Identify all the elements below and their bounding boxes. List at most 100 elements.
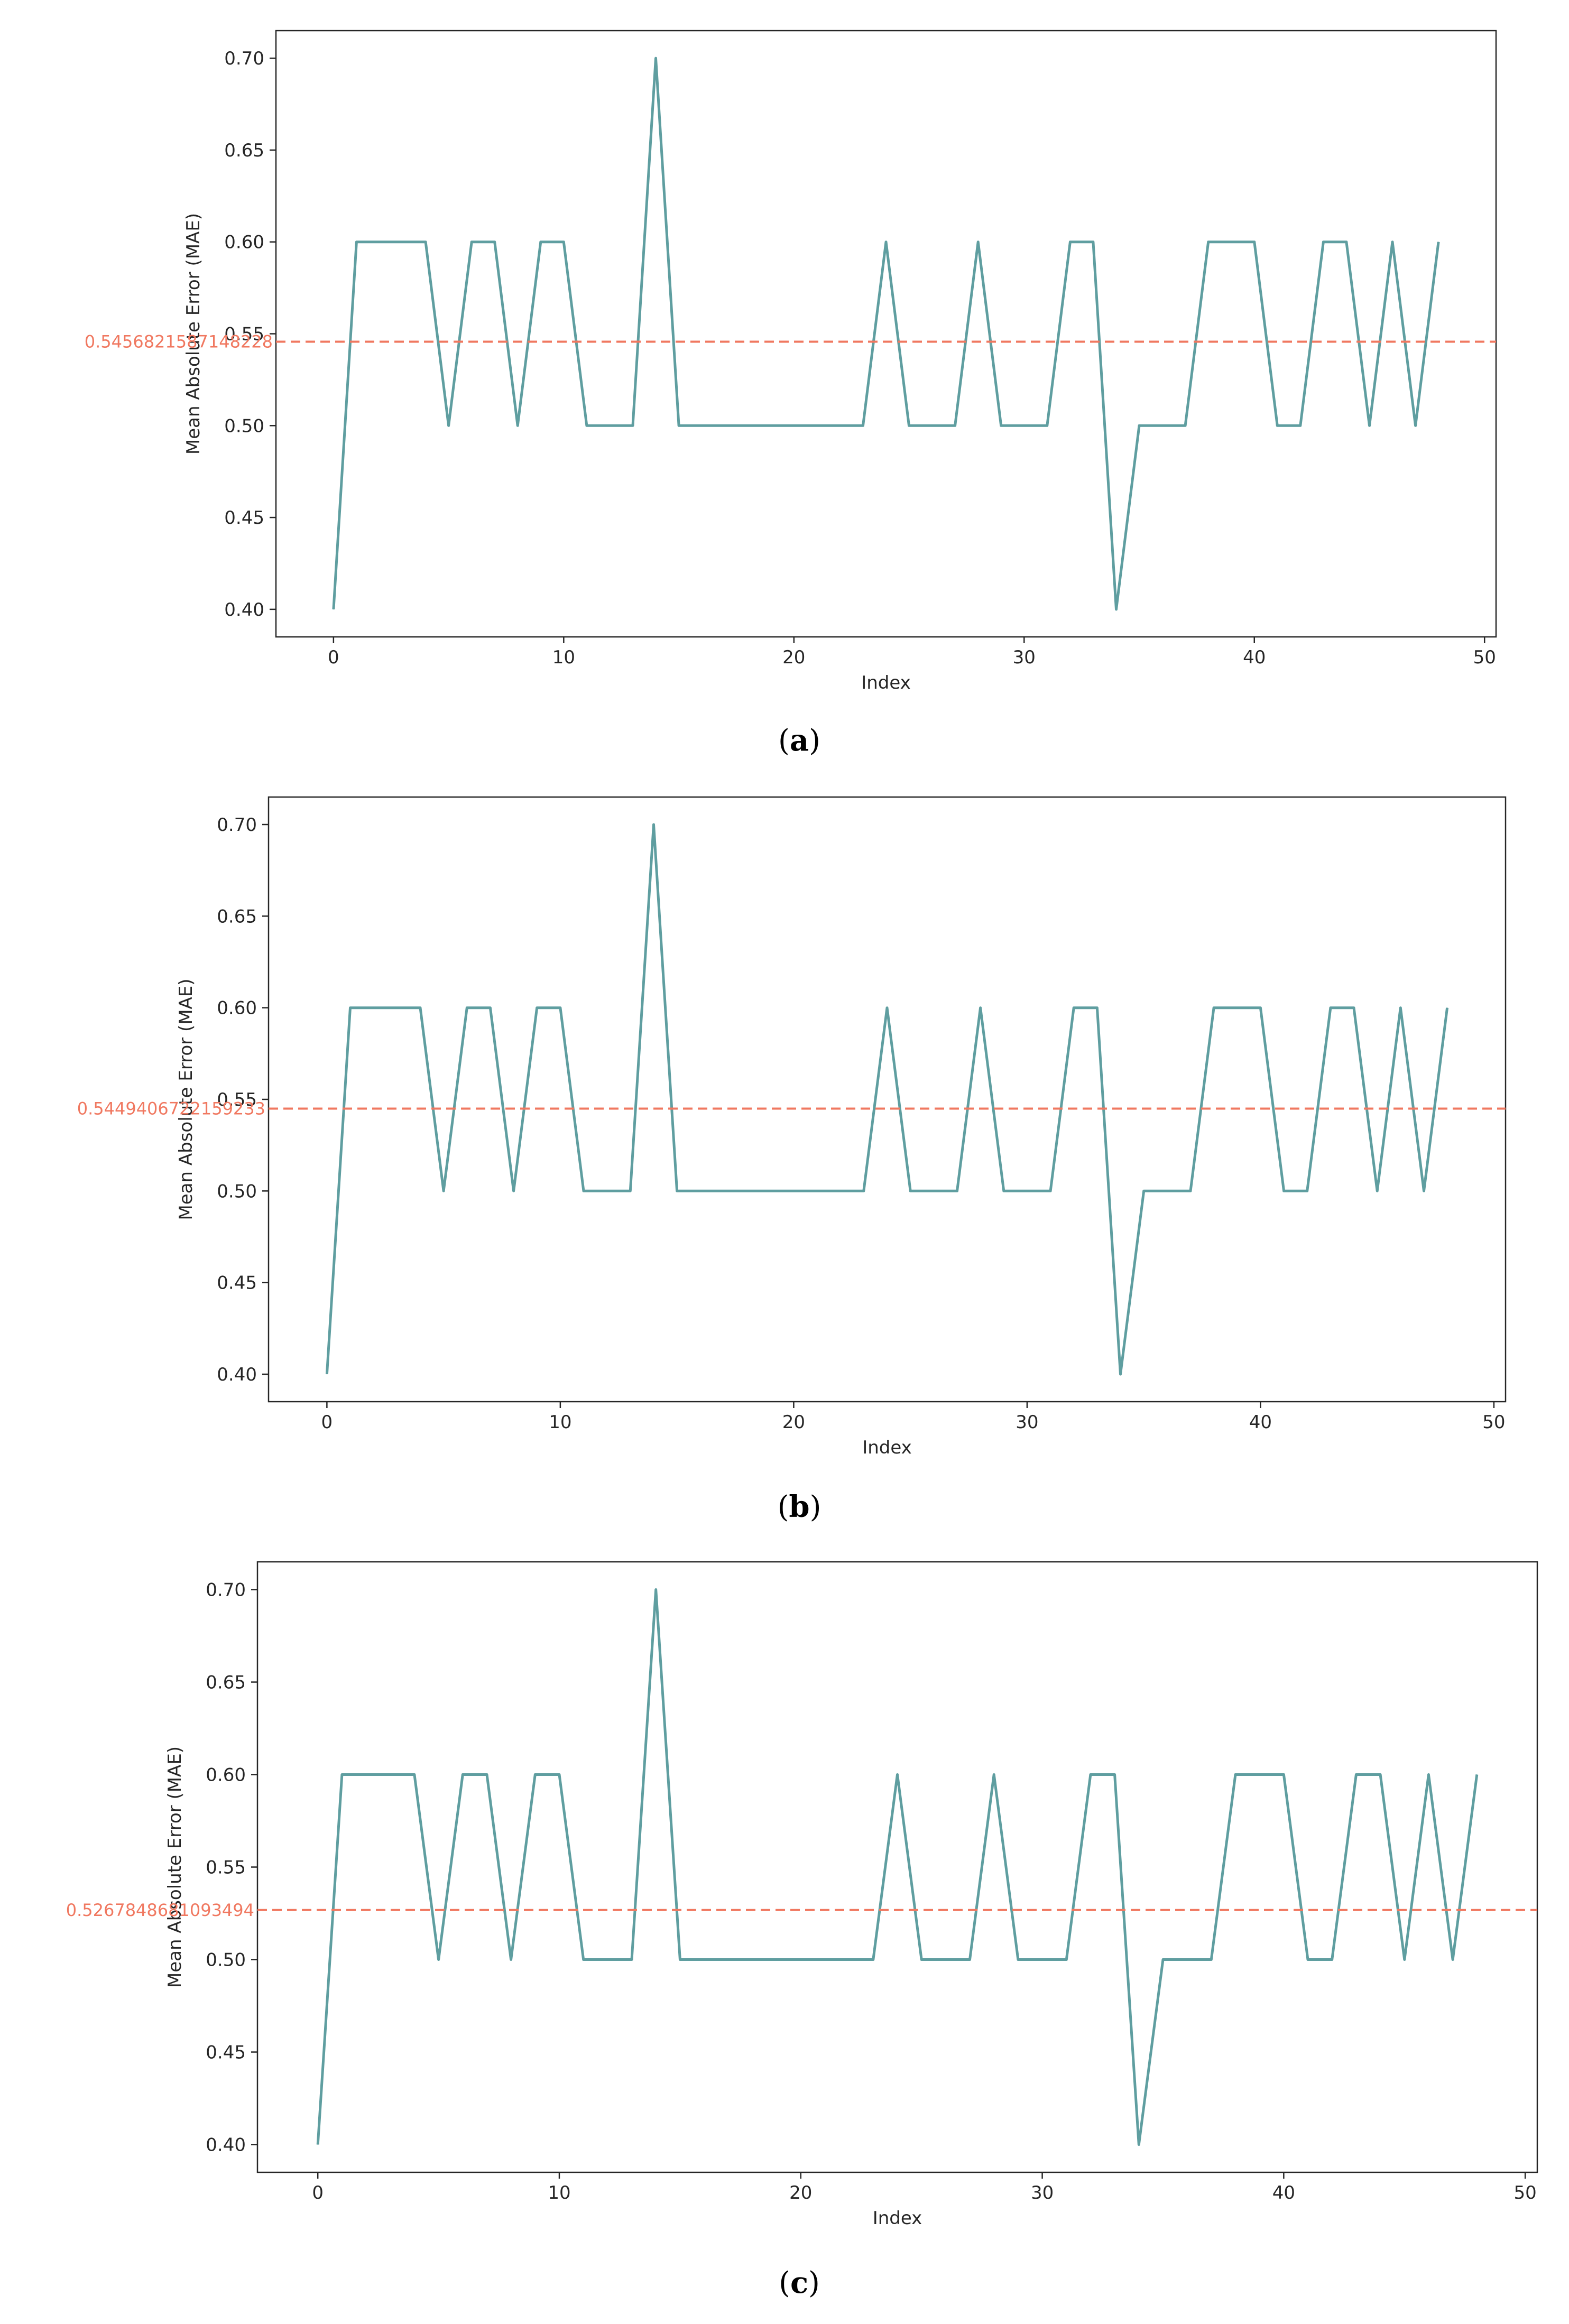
data-point [1476, 1774, 1478, 1775]
caption-letter: c [790, 2265, 808, 2300]
y-tick-label: 0.70 [206, 1580, 246, 1601]
data-point [1260, 1007, 1261, 1008]
x-tick-label: 40 [1243, 647, 1266, 668]
data-point [980, 1007, 981, 1008]
mean-reference-label: 0.5267848681093494 [66, 1900, 254, 1920]
y-tick-label: 0.65 [206, 1672, 246, 1693]
y-tick-label: 0.65 [217, 906, 257, 927]
y-tick-label: 0.65 [224, 140, 264, 161]
data-point [1277, 425, 1278, 426]
data-point [747, 425, 749, 426]
data-point [583, 1959, 584, 1960]
caption-close-paren: ) [808, 2266, 820, 2300]
x-tick-label: 0 [328, 647, 339, 668]
data-point [490, 1007, 491, 1008]
data-point [793, 425, 795, 426]
y-tick-label: 0.45 [224, 507, 264, 529]
data-point [1400, 1007, 1401, 1008]
x-tick-label: 40 [1272, 2182, 1295, 2203]
data-point [1369, 425, 1370, 426]
data-point [448, 425, 449, 426]
data-point [1162, 1959, 1164, 1960]
data-point [921, 1959, 922, 1960]
data-point [945, 1959, 946, 1960]
y-tick-label: 0.40 [224, 599, 264, 621]
x-tick-label: 30 [1016, 1412, 1038, 1433]
data-point [1330, 1007, 1331, 1008]
y-tick-label: 0.40 [206, 2135, 246, 2156]
data-point [848, 1959, 850, 1960]
x-tick-label: 0 [321, 1412, 333, 1433]
x-axis-label: Index [862, 1437, 912, 1458]
data-point [1120, 1374, 1121, 1375]
mean-reference-label: 0.5449406722159233 [77, 1099, 265, 1119]
data-point [607, 1959, 608, 1960]
data-point [1066, 1959, 1067, 1960]
caption-open-paren: ( [778, 1490, 789, 1524]
y-tick-label: 0.50 [217, 1181, 257, 1202]
panel-caption: (c) [779, 2265, 820, 2300]
caption-open-paren: ( [779, 2266, 790, 2300]
y-tick-label: 0.45 [217, 1273, 257, 1294]
data-point [1185, 425, 1186, 426]
x-tick-label: 40 [1249, 1412, 1272, 1433]
y-axis-label: Mean Absolute Error (MAE) [176, 978, 197, 1220]
data-point [800, 1959, 801, 1960]
data-point [752, 1959, 753, 1960]
series-line [325, 823, 1449, 1376]
x-tick-label: 10 [552, 647, 575, 668]
panel-caption: (b) [778, 1489, 822, 1524]
panel-caption: (a) [778, 723, 820, 758]
chart-panel-a: 0 10 20 30 40 50 0.40 0.45 0.50 0.55 0.60 0.65 0.70 I… [85, 30, 1497, 758]
x-axis-label: Index [873, 2208, 922, 2229]
data-point [1139, 425, 1140, 426]
caption-letter: a [790, 723, 809, 758]
x-tick-label: 30 [1013, 647, 1036, 668]
data-point [396, 1007, 398, 1008]
y-tick-label: 0.40 [217, 1364, 257, 1385]
data-point [632, 425, 633, 426]
caption-close-paren: ) [809, 724, 820, 758]
data-point [534, 1774, 536, 1775]
caption-close-paren: ) [810, 1490, 822, 1524]
y-axis-label: Mean Absolute Error (MAE) [164, 1746, 186, 1988]
data-point [704, 1959, 705, 1960]
caption-letter: b [789, 1489, 809, 1524]
data-point [1114, 1774, 1115, 1775]
data-point [390, 1774, 391, 1775]
x-axis-label: Index [861, 672, 911, 693]
y-tick-label: 0.55 [206, 1857, 246, 1878]
data-point [1023, 425, 1025, 426]
y-tick-label: 0.70 [224, 48, 264, 69]
data-point [1211, 1959, 1212, 1960]
y-axis-label: Mean Absolute Error (MAE) [183, 213, 204, 455]
y-tick-label: 0.60 [206, 1765, 246, 1786]
data-point [438, 1959, 439, 1960]
data-point [1236, 1007, 1238, 1008]
y-tick-label: 0.60 [224, 232, 264, 253]
y-tick-label: 0.70 [217, 814, 257, 836]
data-point [1235, 1774, 1236, 1775]
x-tick-label: 0 [312, 2182, 324, 2203]
data-point [1090, 1774, 1091, 1775]
x-tick-label: 10 [549, 1412, 571, 1433]
caption-open-paren: ( [778, 724, 790, 758]
data-point [486, 1774, 487, 1775]
data-point [1259, 1774, 1260, 1775]
data-point [1380, 1774, 1381, 1775]
data-point [1404, 1959, 1405, 1960]
chart-panel-b: 0 10 20 30 40 50 0.40 0.45 0.50 0.55 0.60 0.65 0.70 I… [77, 796, 1507, 1524]
data-point [1415, 425, 1416, 426]
y-tick-label: 0.50 [206, 1950, 246, 1971]
y-tick-label: 0.55 [217, 1089, 257, 1110]
data-point [839, 425, 841, 426]
data-point [373, 1007, 374, 1008]
x-tick-label: 50 [1482, 1412, 1505, 1433]
data-point [931, 425, 933, 426]
y-tick-label: 0.60 [217, 998, 257, 1019]
y-tick-label: 0.55 [224, 324, 264, 345]
data-point [887, 1007, 888, 1008]
data-point [897, 1774, 898, 1775]
chart-panel-c: 0 10 20 30 40 50 0.40 0.45 0.50 0.55 0.60 0.65 0.70 I… [66, 1561, 1538, 2300]
